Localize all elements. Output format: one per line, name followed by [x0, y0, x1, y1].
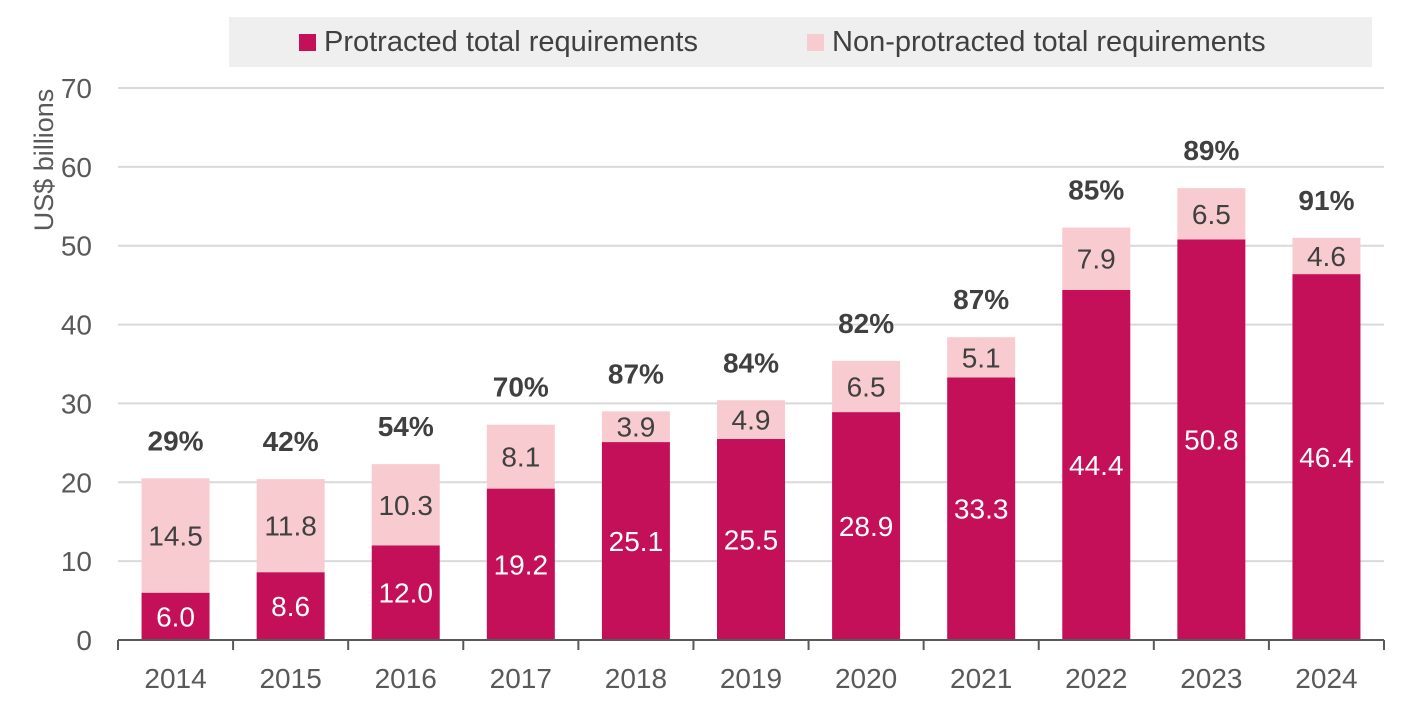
bar-protracted-2022: [1062, 289, 1131, 640]
data-label-non-protracted-2014: 14.5: [148, 521, 203, 552]
x-tick-label-2015: 2015: [259, 663, 321, 694]
data-label-protracted-2024: 46.4: [1299, 442, 1354, 473]
y-tick-label-40: 40: [61, 310, 92, 341]
data-label-protracted-2021: 33.3: [954, 494, 1009, 525]
bar-protracted-2018: [601, 442, 670, 640]
share-label-2015: 42%: [263, 426, 319, 457]
data-label-non-protracted-2015: 11.8: [264, 511, 316, 542]
data-label-non-protracted-2018: 3.9: [616, 412, 655, 443]
legend-label-protracted: Protracted total requirements: [324, 25, 698, 58]
data-label-non-protracted-2019: 4.9: [732, 405, 771, 436]
bar-protracted-2021: [947, 377, 1016, 640]
data-label-non-protracted-2016: 10.3: [378, 490, 433, 521]
bar-protracted-2016: [371, 545, 440, 640]
data-label-non-protracted-2021: 5.1: [962, 342, 1001, 373]
data-label-protracted-2016: 12.0: [378, 578, 433, 609]
bar-protracted-2023: [1177, 239, 1246, 641]
y-tick-label-50: 50: [61, 231, 92, 262]
x-tick-label-2016: 2016: [375, 663, 437, 694]
bar-non-protracted-2015: [256, 479, 325, 573]
data-label-non-protracted-2022: 7.9: [1077, 244, 1116, 275]
bar-non-protracted-2023: [1177, 188, 1246, 240]
legend: Protracted total requirements Non-protra…: [229, 17, 1372, 67]
data-label-protracted-2015: 8.6: [271, 591, 310, 622]
data-label-protracted-2020: 28.9: [839, 511, 894, 542]
share-label-2020: 82%: [838, 308, 894, 339]
bar-non-protracted-2017: [486, 424, 555, 489]
legend-item-non-protracted: Non-protracted total requirements: [807, 17, 1266, 67]
share-label-2024: 91%: [1298, 185, 1354, 216]
x-tick-label-2023: 2023: [1180, 663, 1242, 694]
data-label-protracted-2023: 50.8: [1184, 425, 1239, 456]
data-label-non-protracted-2017: 8.1: [501, 442, 540, 473]
y-tick-label-10: 10: [61, 546, 92, 577]
share-label-2014: 29%: [148, 425, 204, 456]
share-label-2021: 87%: [953, 284, 1009, 315]
x-tick-label-2022: 2022: [1065, 663, 1127, 694]
data-label-non-protracted-2020: 6.5: [847, 371, 886, 402]
legend-swatch-protracted: [299, 33, 316, 51]
bar-non-protracted-2020: [832, 360, 901, 413]
data-label-non-protracted-2024: 4.6: [1307, 241, 1346, 272]
data-label-protracted-2018: 25.1: [609, 526, 664, 557]
x-tick-label-2018: 2018: [605, 663, 667, 694]
data-label-protracted-2019: 25.5: [724, 524, 779, 555]
bar-protracted-2024: [1292, 274, 1361, 640]
bars-layer: [141, 188, 1361, 641]
share-label-2016: 54%: [378, 411, 434, 442]
bar-non-protracted-2022: [1062, 227, 1131, 290]
share-label-2018: 87%: [608, 358, 664, 389]
bar-non-protracted-2024: [1292, 237, 1361, 275]
data-label-protracted-2022: 44.4: [1069, 450, 1124, 481]
x-tick-label-2019: 2019: [720, 663, 782, 694]
y-tick-label-30: 30: [61, 388, 92, 419]
x-tick-label-2014: 2014: [144, 663, 206, 694]
bar-protracted-2020: [832, 412, 901, 640]
data-label-protracted-2014: 6.0: [156, 601, 195, 632]
axis-layer: 0 10 20 30 40 50 60 70 2014 2015 2016 2017 2018 2019 2…: [61, 73, 1385, 694]
share-label-2019: 84%: [723, 347, 779, 378]
labels-layer: 6.0 14.5 29% 8.6 11.8 42% 12.0 10.3 54% 19.2 8.1 70…: [148, 135, 1355, 632]
bar-non-protracted-2019: [717, 400, 785, 439]
legend-swatch-non-protracted: [807, 33, 824, 51]
bar-non-protracted-2018: [601, 411, 670, 443]
bar-non-protracted-2014: [141, 478, 210, 593]
bar-non-protracted-2021: [947, 337, 1016, 378]
data-label-non-protracted-2023: 6.5: [1192, 199, 1231, 230]
data-label-protracted-2017: 19.2: [494, 549, 549, 580]
bar-protracted-2014: [141, 592, 210, 640]
y-tick-label-60: 60: [61, 152, 92, 183]
y-tick-label-70: 70: [61, 73, 92, 104]
legend-item-protracted: Protracted total requirements: [299, 17, 698, 67]
bar-non-protracted-2016: [371, 464, 440, 546]
y-tick-label-0: 0: [76, 625, 92, 656]
x-tick-label-2021: 2021: [950, 663, 1012, 694]
x-tick-label-2024: 2024: [1295, 663, 1357, 694]
bar-protracted-2019: [717, 438, 785, 640]
share-label-2017: 70%: [493, 372, 549, 403]
share-label-2023: 89%: [1183, 135, 1239, 166]
bar-protracted-2017: [486, 488, 555, 640]
y-axis-title: US$ billions: [29, 88, 59, 232]
legend-label-non-protracted: Non-protracted total requirements: [832, 25, 1266, 58]
share-label-2022: 85%: [1068, 175, 1124, 206]
bar-protracted-2015: [256, 572, 325, 640]
x-tick-label-2020: 2020: [835, 663, 897, 694]
y-tick-label-20: 20: [61, 467, 92, 498]
x-tick-label-2017: 2017: [490, 663, 552, 694]
